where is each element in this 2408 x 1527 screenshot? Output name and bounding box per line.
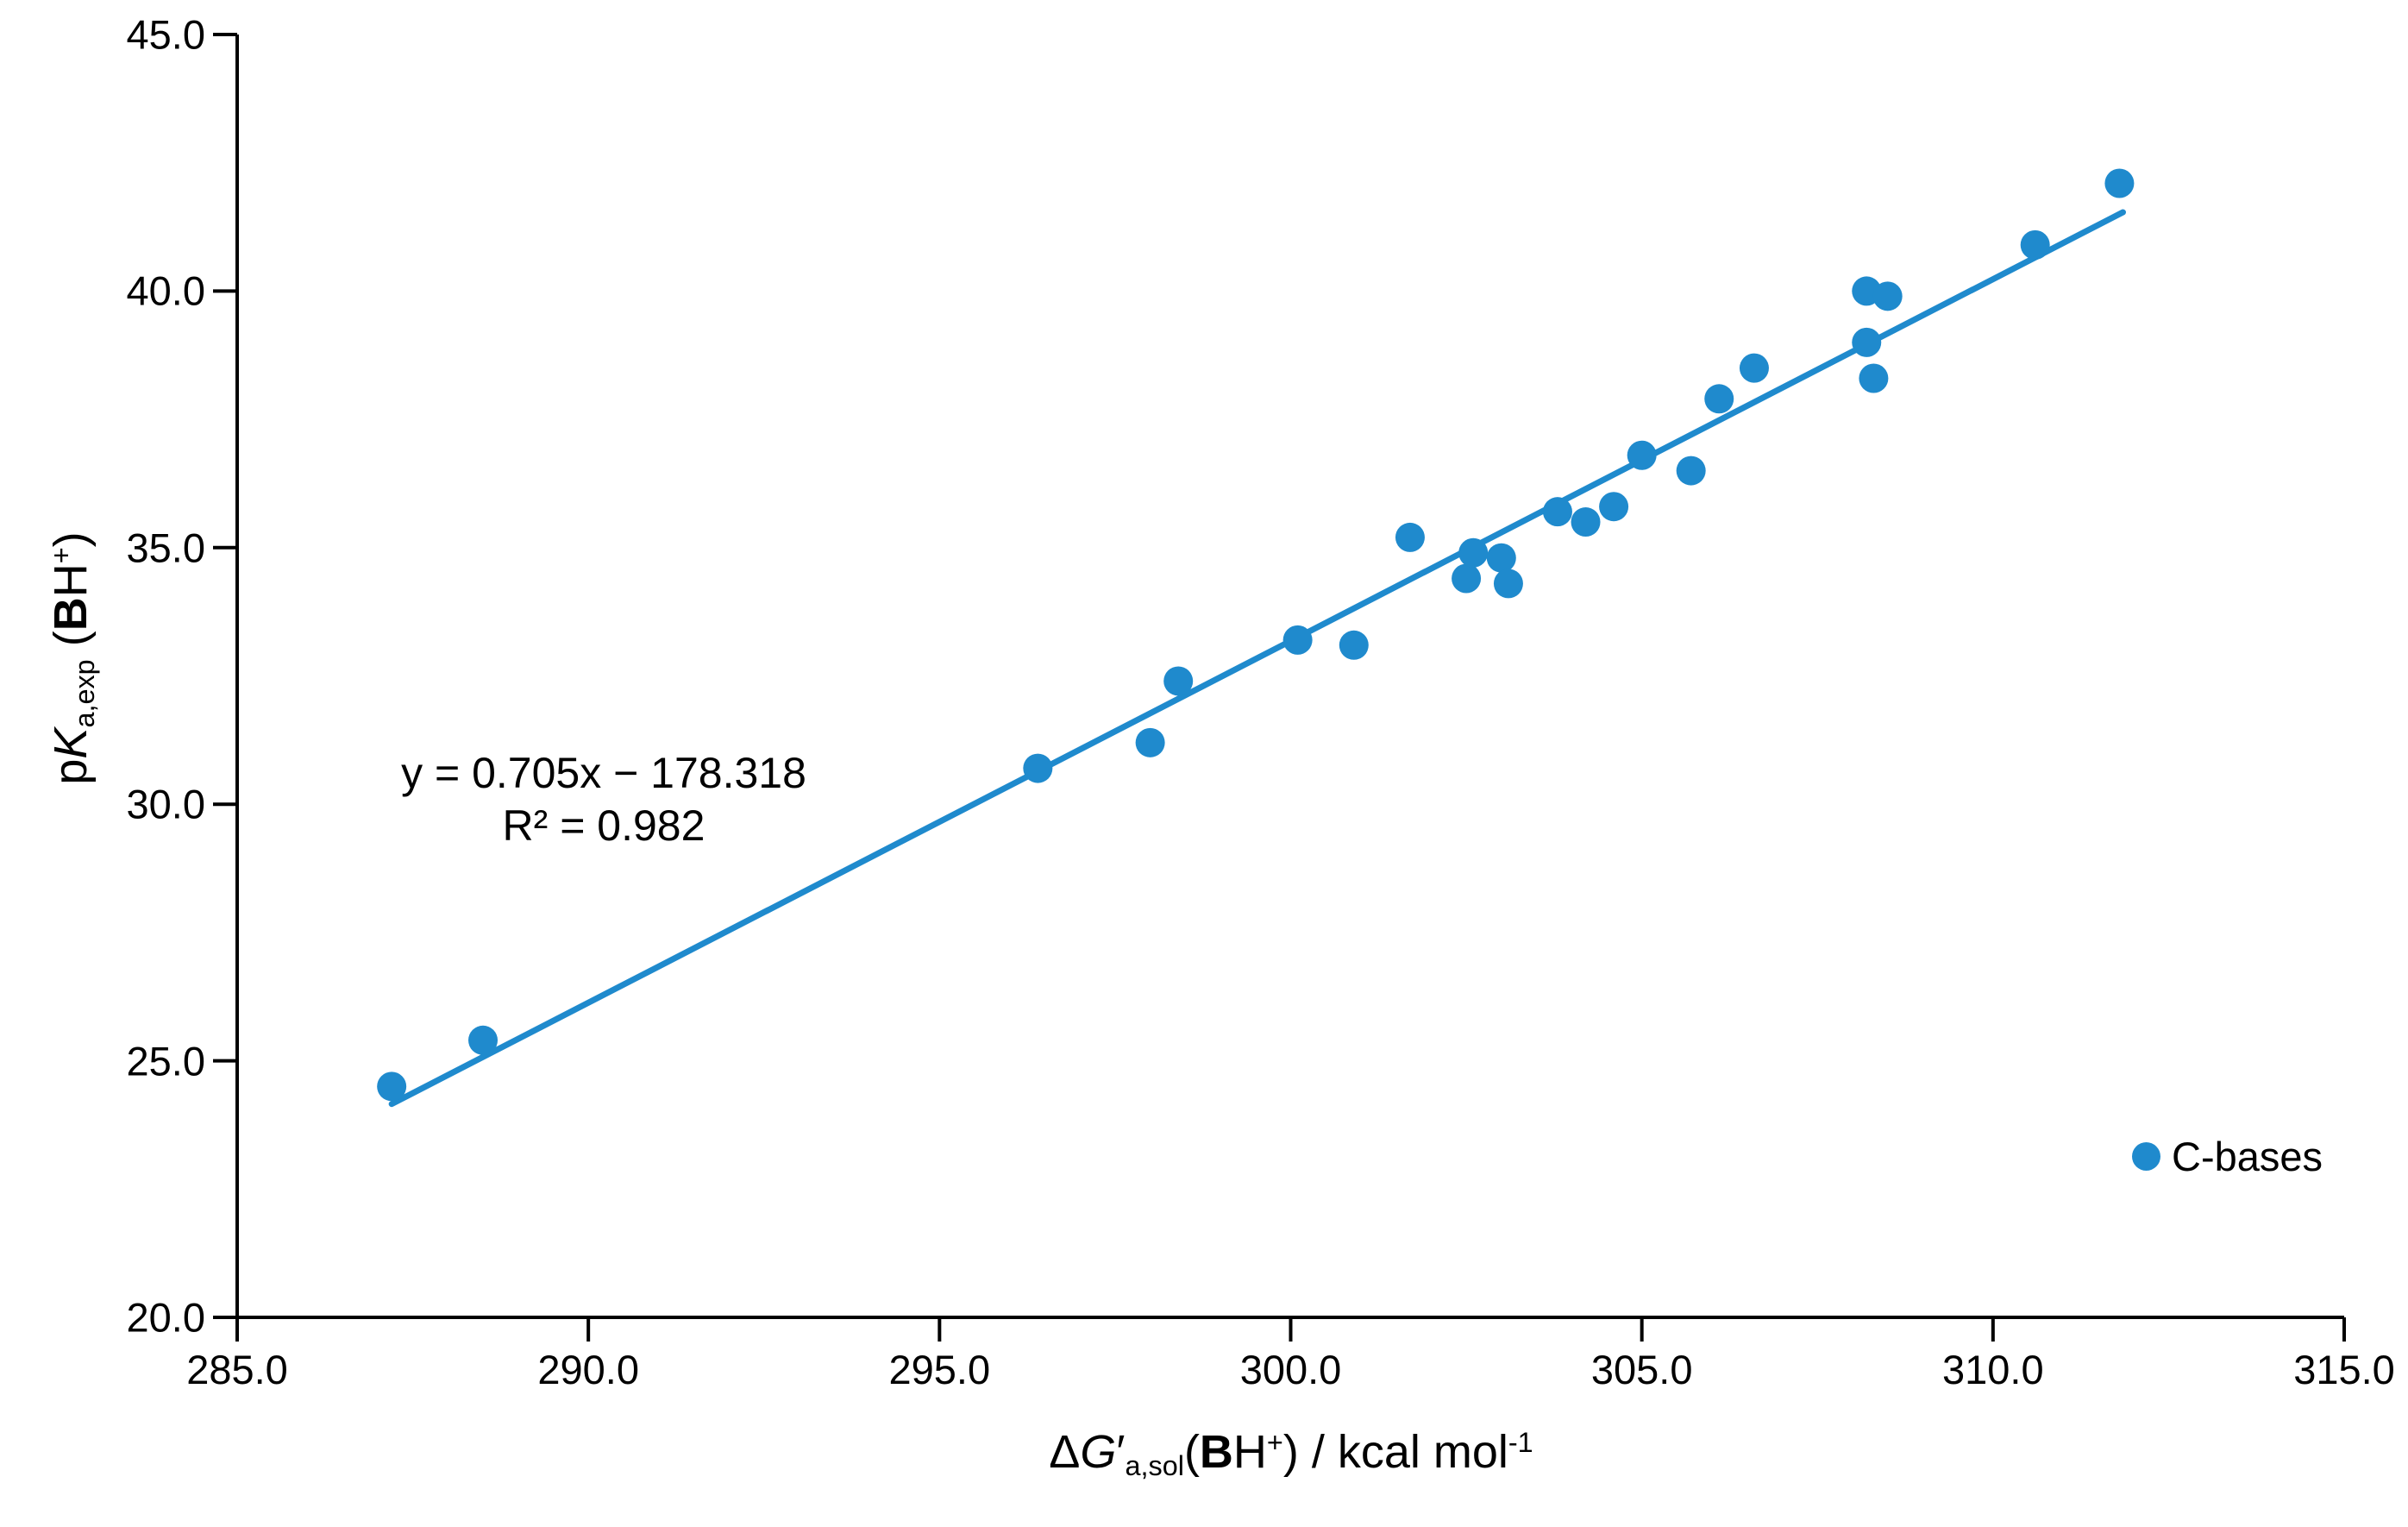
y-tick-label: 35.0 xyxy=(126,525,205,571)
equation-line: y = 0.705x − 178.318 xyxy=(401,749,806,797)
x-title-prime: ′ xyxy=(1116,1426,1126,1478)
data-point xyxy=(2020,229,2050,260)
y-title-paren-open: ( xyxy=(44,631,97,660)
x-title-superscript: + xyxy=(1266,1427,1283,1459)
legend-marker-icon xyxy=(2132,1142,2160,1171)
data-point xyxy=(1859,363,1889,393)
data-point xyxy=(1023,753,1053,783)
x-title-bold-B: B xyxy=(1199,1426,1233,1478)
data-point xyxy=(1282,625,1313,655)
data-point xyxy=(1627,440,1657,470)
data-point xyxy=(1339,630,1369,660)
data-point xyxy=(468,1025,499,1055)
y-title-prefix: p xyxy=(44,758,97,785)
y-axis-title: pKa,exp (BH+) xyxy=(44,531,101,784)
x-title-paren-open: ( xyxy=(1183,1426,1200,1478)
legend: C-bases xyxy=(2132,1133,2323,1180)
y-tick-label: 30.0 xyxy=(126,781,205,827)
x-tick-label: 300.0 xyxy=(1239,1347,1342,1392)
data-point xyxy=(1676,456,1706,486)
data-point xyxy=(1739,353,1769,383)
x-tick-label: 315.0 xyxy=(2293,1347,2395,1392)
y-tick-label: 45.0 xyxy=(126,11,205,58)
x-axis-title: ΔG′a,sol(BH+) / kcal mol-1 xyxy=(1049,1425,1533,1482)
data-point xyxy=(1542,497,1572,527)
data-point xyxy=(1493,569,1523,599)
x-tick-label: 305.0 xyxy=(1590,1347,1693,1392)
x-tick-label: 285.0 xyxy=(186,1347,288,1392)
x-title-units-exponent: -1 xyxy=(1508,1427,1533,1459)
trendline-equation: y = 0.705x − 178.318 R² = 0.982 xyxy=(401,747,806,852)
data-point xyxy=(1852,327,1882,357)
y-tick-label: 40.0 xyxy=(126,267,205,314)
x-title-symbol: G xyxy=(1080,1426,1117,1478)
r-squared-line: R² = 0.982 xyxy=(502,801,705,850)
y-title-superscript: + xyxy=(46,547,78,564)
data-point xyxy=(1599,492,1629,522)
x-tick-label: 295.0 xyxy=(888,1347,991,1392)
x-title-paren-close: ) xyxy=(1282,1426,1299,1478)
y-title-H: H xyxy=(44,563,97,598)
y-tick-label: 25.0 xyxy=(126,1038,205,1084)
y-tick-label: 20.0 xyxy=(126,1294,205,1341)
legend-label: C-bases xyxy=(2172,1134,2323,1179)
x-title-subscript: a,sol xyxy=(1125,1450,1184,1482)
data-point xyxy=(2104,168,2135,198)
data-point xyxy=(377,1071,407,1102)
data-point xyxy=(1458,537,1489,568)
x-tick-label: 310.0 xyxy=(1942,1347,2044,1392)
x-tick-label: 290.0 xyxy=(537,1347,639,1392)
data-point xyxy=(1486,543,1516,573)
data-point xyxy=(1452,563,1482,594)
data-point xyxy=(1571,507,1601,537)
y-title-subscript: a,exp xyxy=(69,659,101,728)
trendline xyxy=(388,209,2126,1108)
data-point xyxy=(1163,666,1194,696)
data-point xyxy=(1395,522,1425,552)
data-point xyxy=(1704,384,1734,414)
y-title-bold-B: B xyxy=(44,597,97,632)
data-point xyxy=(1135,727,1165,757)
x-title-H: H xyxy=(1232,1426,1267,1478)
x-title-delta: Δ xyxy=(1049,1426,1081,1478)
y-title-paren-close: ) xyxy=(44,531,97,548)
data-point xyxy=(1872,281,1903,311)
x-title-units: / kcal mol xyxy=(1298,1426,1508,1478)
y-title-symbol: K xyxy=(44,727,97,759)
